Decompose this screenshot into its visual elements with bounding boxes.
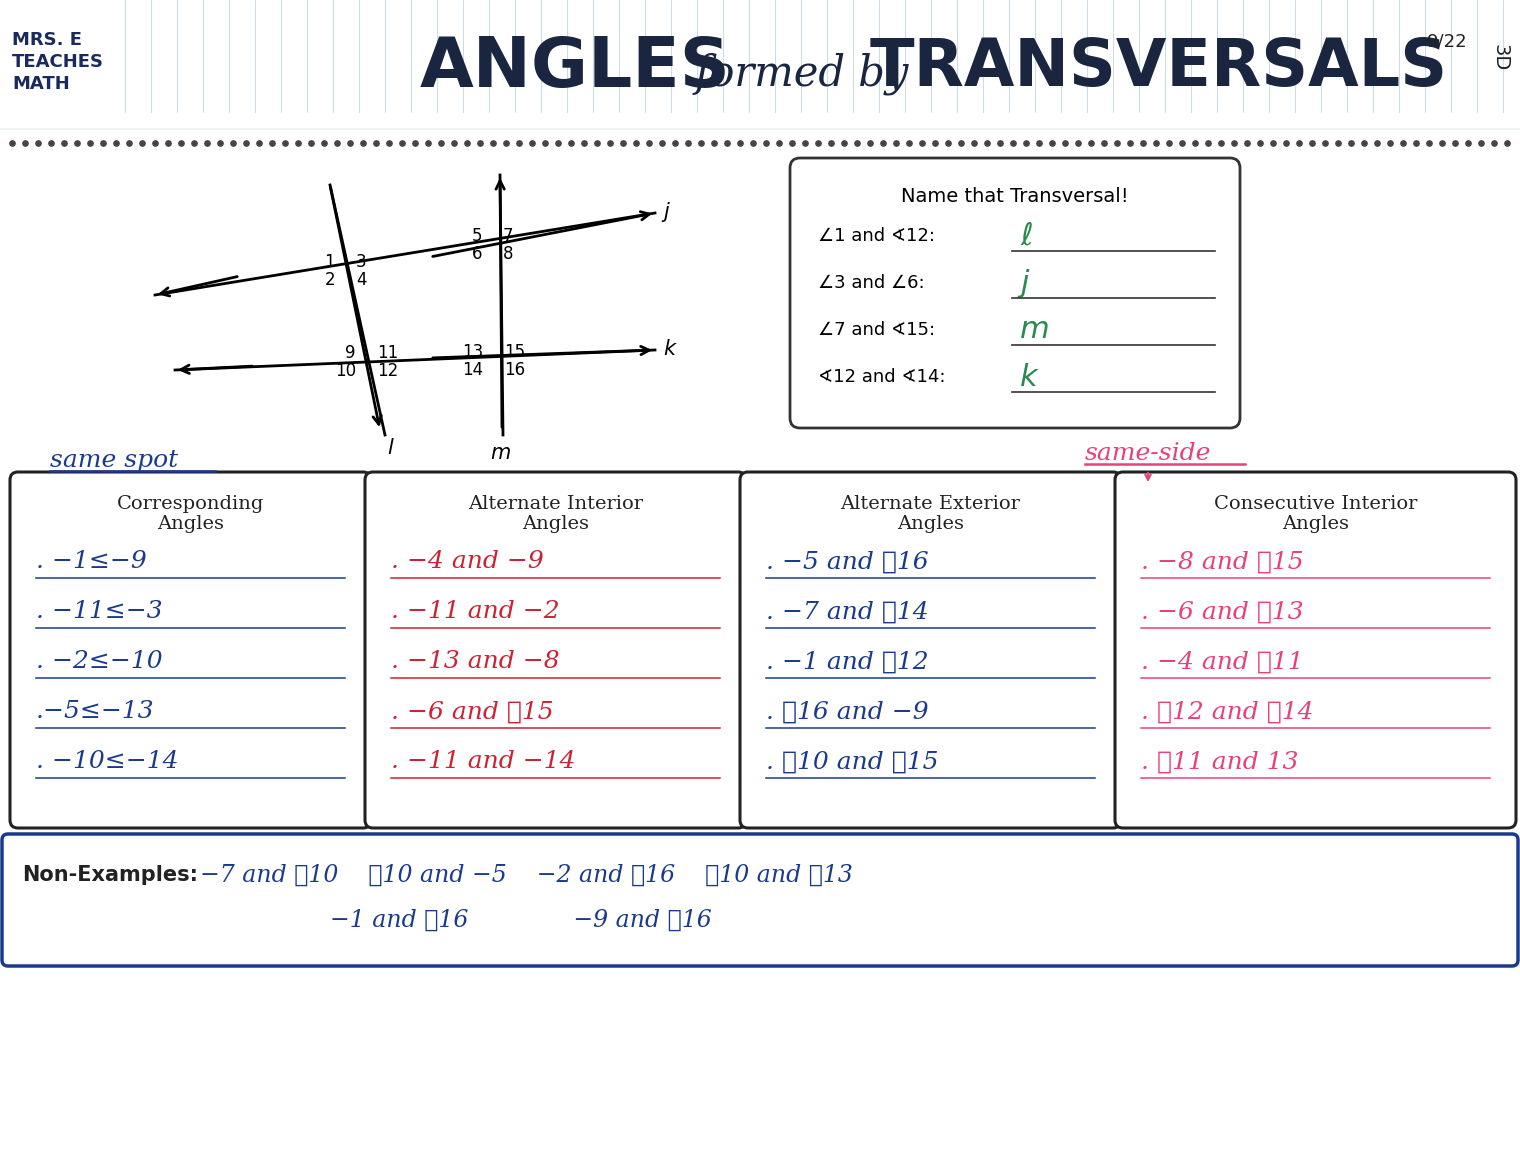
Text: 9: 9: [345, 344, 356, 362]
Text: 13: 13: [462, 343, 483, 361]
Text: 15: 15: [505, 343, 524, 361]
Text: ANGLES: ANGLES: [420, 35, 731, 102]
Text: . ∢12 and ∢14: . ∢12 and ∢14: [1142, 701, 1313, 724]
Text: 5: 5: [471, 227, 482, 245]
Text: 4: 4: [356, 271, 366, 290]
Text: j: j: [1020, 269, 1029, 298]
Text: . −7 and ∢14: . −7 and ∢14: [766, 601, 929, 623]
FancyBboxPatch shape: [740, 472, 1120, 828]
Text: Alternate Exterior
Angles: Alternate Exterior Angles: [841, 494, 1020, 534]
Text: 3D: 3D: [1491, 44, 1509, 72]
Text: ∠1 and ∢12:: ∠1 and ∢12:: [818, 227, 935, 245]
Text: k: k: [1020, 362, 1038, 391]
Text: . −2≤−10: . −2≤−10: [36, 651, 163, 674]
Text: 6: 6: [471, 245, 482, 263]
Text: same-side: same-side: [1085, 441, 1211, 464]
Text: 7: 7: [503, 227, 514, 245]
Text: . −4 and ∢11: . −4 and ∢11: [1142, 651, 1304, 674]
Text: 10: 10: [334, 362, 356, 380]
Text: Name that Transversal!: Name that Transversal!: [901, 186, 1129, 205]
Text: . −6 and ∢13: . −6 and ∢13: [1142, 601, 1304, 623]
Text: . ∢10 and ∢15: . ∢10 and ∢15: [766, 750, 938, 774]
Text: formed by: formed by: [695, 53, 909, 95]
Text: l: l: [388, 438, 392, 459]
Text: ∢12 and ∢14:: ∢12 and ∢14:: [818, 368, 945, 386]
Text: m: m: [489, 444, 511, 463]
Text: . −11≤−3: . −11≤−3: [36, 601, 163, 623]
FancyBboxPatch shape: [365, 472, 746, 828]
Text: j: j: [663, 201, 669, 222]
Text: Alternate Interior
Angles: Alternate Interior Angles: [468, 494, 643, 534]
Text: ∠7 and ∢15:: ∠7 and ∢15:: [818, 321, 935, 339]
Text: . −11 and −14: . −11 and −14: [391, 750, 576, 774]
Text: . −10≤−14: . −10≤−14: [36, 750, 178, 774]
Text: m: m: [1020, 315, 1050, 344]
Text: MRS. E
TEACHES
MATH: MRS. E TEACHES MATH: [12, 31, 103, 93]
FancyBboxPatch shape: [0, 130, 1520, 1158]
Text: k: k: [663, 339, 675, 359]
Text: . −1≤−9: . −1≤−9: [36, 550, 147, 573]
Text: same spot: same spot: [50, 448, 178, 471]
FancyBboxPatch shape: [2, 834, 1518, 966]
Text: Consecutive Interior
Angles: Consecutive Interior Angles: [1214, 494, 1417, 534]
Text: 14: 14: [462, 361, 483, 379]
Text: . ∢16 and −9: . ∢16 and −9: [766, 701, 929, 724]
Text: 1: 1: [324, 252, 334, 271]
Text: 2: 2: [324, 271, 334, 290]
Text: −1 and ∢16              −9 and ∢16: −1 and ∢16 −9 and ∢16: [299, 909, 711, 931]
Text: . −4 and −9: . −4 and −9: [391, 550, 544, 573]
Text: . ∢11 and 13: . ∢11 and 13: [1142, 750, 1298, 774]
Text: 3: 3: [356, 252, 366, 271]
Text: Corresponding
Angles: Corresponding Angles: [117, 494, 264, 534]
FancyBboxPatch shape: [11, 472, 371, 828]
Text: Non-Examples:: Non-Examples:: [21, 865, 198, 885]
Text: . −1 and ∢12: . −1 and ∢12: [766, 651, 929, 674]
Text: ∠3 and ∠6:: ∠3 and ∠6:: [818, 274, 924, 292]
Text: ℓ: ℓ: [1020, 221, 1032, 250]
Text: 9/22: 9/22: [1427, 32, 1468, 51]
FancyBboxPatch shape: [1116, 472, 1515, 828]
Text: −7 and ∢10    ∢10 and −5    −2 and ∢16    ∢10 and ∢13: −7 and ∢10 ∢10 and −5 −2 and ∢16 ∢10 and…: [201, 864, 853, 887]
Text: 8: 8: [503, 245, 514, 263]
Text: . −11 and −2: . −11 and −2: [391, 601, 559, 623]
Text: . −5 and ∢16: . −5 and ∢16: [766, 550, 929, 573]
Text: 12: 12: [377, 362, 398, 380]
Text: . −8 and ∢15: . −8 and ∢15: [1142, 550, 1304, 573]
Text: 16: 16: [505, 361, 524, 379]
FancyBboxPatch shape: [0, 0, 1520, 129]
FancyBboxPatch shape: [790, 157, 1240, 428]
Text: .−5≤−13: .−5≤−13: [36, 701, 155, 724]
Text: TRANSVERSALS: TRANSVERSALS: [869, 36, 1449, 100]
Text: . −13 and −8: . −13 and −8: [391, 651, 559, 674]
Text: . −6 and ∢15: . −6 and ∢15: [391, 701, 553, 724]
Text: 11: 11: [377, 344, 398, 362]
